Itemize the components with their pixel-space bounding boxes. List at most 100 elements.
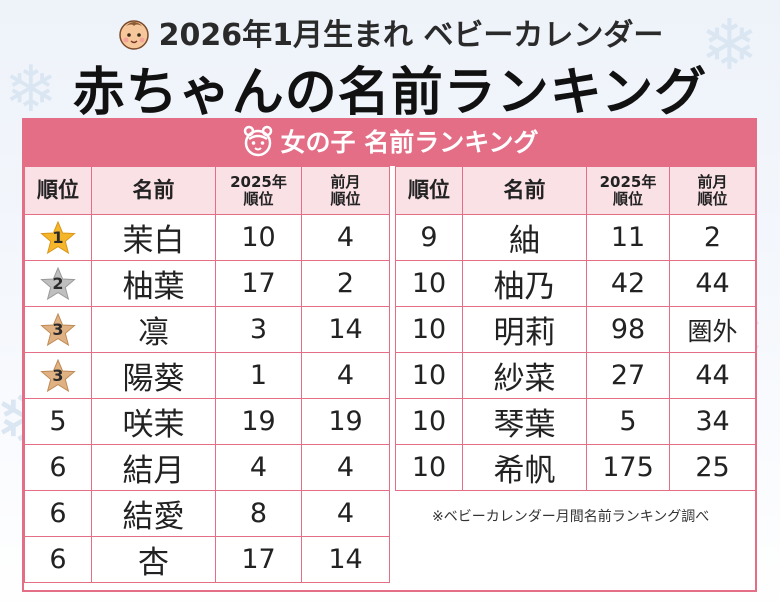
rank-cell: 1 (24, 214, 92, 261)
name-cell: 希帆 (462, 444, 587, 491)
rank-number: 3 (52, 365, 64, 385)
name-cell: 結月 (91, 444, 216, 491)
rank-cell: 3 (24, 352, 92, 399)
rank-2025-cell: 42 (586, 260, 670, 307)
rank-2025-cell: 8 (215, 490, 302, 537)
name-cell: 柚乃 (462, 260, 587, 307)
prev-rank-cell: 4 (301, 352, 390, 399)
col-header-rank-2025-line1: 2025年 (599, 173, 657, 191)
col-header-prev-rank: 前月 順位 (669, 166, 756, 215)
page-subtitle: 2026年1月生まれ ベビーカレンダー (0, 10, 780, 59)
name-cell: 明莉 (462, 306, 587, 353)
col-header-rank: 順位 (395, 166, 463, 215)
rank-cell: 6 (24, 444, 92, 491)
col-header-prev-rank-line1: 前月 (697, 173, 728, 191)
col-header-prev-rank-line2: 順位 (697, 189, 728, 208)
rank-2025-cell: 27 (586, 352, 670, 399)
col-header-rank: 順位 (24, 166, 92, 215)
table-row: 6 結愛 8 4 (24, 490, 390, 537)
name-cell: 茉白 (91, 214, 216, 261)
rank-cell: 6 (24, 536, 92, 583)
prev-rank-cell: 4 (301, 444, 390, 491)
rank-number: 1 (52, 227, 64, 247)
silver-star-badge-icon: 2 (40, 266, 76, 301)
prev-rank-cell: 2 (669, 214, 756, 261)
prev-rank-cell: 圏外 (669, 306, 756, 353)
prev-rank-cell: 14 (301, 536, 390, 583)
table-row: 2 柚葉 17 2 (24, 260, 390, 307)
table-row: 10 紗菜 27 44 (395, 352, 756, 399)
ranking-table-left: 順位 名前 2025年 順位 前月 順位 1 茉白 10 4 (24, 166, 390, 583)
table-row: 3 陽葵 1 4 (24, 352, 390, 399)
rank-number: 3 (52, 319, 64, 339)
rank-2025-cell: 10 (215, 214, 302, 261)
name-cell: 杏 (91, 536, 216, 583)
rank-cell: 6 (24, 490, 92, 537)
name-cell: 琴葉 (462, 398, 587, 445)
name-cell: 紗菜 (462, 352, 587, 399)
col-header-prev-rank-line2: 順位 (330, 189, 361, 208)
rank-2025-cell: 4 (215, 444, 302, 491)
table-row: 10 琴葉 5 34 (395, 398, 756, 445)
prev-rank-cell: 44 (669, 352, 756, 399)
col-header-rank-2025-line1: 2025年 (230, 173, 287, 191)
name-cell: 紬 (462, 214, 587, 261)
col-header-rank-2025: 2025年 順位 (586, 166, 670, 215)
table-row: 5 咲茉 19 19 (24, 398, 390, 445)
table-row: 6 結月 4 4 (24, 444, 390, 491)
rank-cell: 10 (395, 306, 463, 353)
col-header-name: 名前 (91, 166, 216, 215)
col-header-rank-2025-line2: 順位 (243, 189, 274, 208)
ranking-table-right: 順位 名前 2025年 順位 前月 順位 9 紬 11 2 10 柚乃 42 4… (395, 166, 756, 491)
table-row: 6 杏 17 14 (24, 536, 390, 583)
col-header-prev-rank-line1: 前月 (330, 173, 361, 191)
col-header-name: 名前 (462, 166, 587, 215)
gold-star-badge-icon: 1 (40, 220, 76, 255)
name-cell: 咲茉 (91, 398, 216, 445)
baby-face-icon (117, 17, 151, 59)
rank-2025-cell: 17 (215, 536, 302, 583)
name-cell: 陽葵 (91, 352, 216, 399)
name-cell: 凛 (91, 306, 216, 353)
col-header-prev-rank: 前月 順位 (301, 166, 390, 215)
rank-number: 2 (52, 273, 64, 293)
table-row: 10 柚乃 42 44 (395, 260, 756, 307)
prev-rank-cell: 2 (301, 260, 390, 307)
rank-cell: 5 (24, 398, 92, 445)
name-cell: 結愛 (91, 490, 216, 537)
rank-cell: 10 (395, 398, 463, 445)
name-cell: 柚葉 (91, 260, 216, 307)
prev-rank-cell: 25 (669, 444, 756, 491)
rank-cell: 10 (395, 352, 463, 399)
table-row: 3 凛 3 14 (24, 306, 390, 353)
table-row: 10 明莉 98 圏外 (395, 306, 756, 353)
rank-cell: 2 (24, 260, 92, 307)
prev-rank-cell: 14 (301, 306, 390, 353)
rank-2025-cell: 3 (215, 306, 302, 353)
rank-2025-cell: 175 (586, 444, 670, 491)
bronze-star-badge-icon: 3 (40, 358, 76, 393)
subtitle-text: 2026年1月生まれ ベビーカレンダー (158, 18, 664, 53)
bronze-star-badge-icon: 3 (40, 312, 76, 347)
col-header-rank-2025-line2: 順位 (612, 189, 643, 208)
panel-title: 女の子 名前ランキング (280, 128, 539, 157)
rank-2025-cell: 98 (586, 306, 670, 353)
rank-cell: 10 (395, 260, 463, 307)
rank-2025-cell: 5 (586, 398, 670, 445)
rank-cell: 10 (395, 444, 463, 491)
prev-rank-cell: 4 (301, 214, 390, 261)
rank-2025-cell: 17 (215, 260, 302, 307)
col-header-rank-2025: 2025年 順位 (215, 166, 302, 215)
panel-header: 女の子 名前ランキング (24, 120, 755, 166)
prev-rank-cell: 4 (301, 490, 390, 537)
table-row: 1 茉白 10 4 (24, 214, 390, 261)
rank-2025-cell: 1 (215, 352, 302, 399)
rank-cell: 3 (24, 306, 92, 353)
table-header-row: 順位 名前 2025年 順位 前月 順位 (395, 166, 756, 215)
table-row: 10 希帆 175 25 (395, 444, 756, 491)
rank-cell: 9 (395, 214, 463, 261)
table-row: 9 紬 11 2 (395, 214, 756, 261)
rank-2025-cell: 19 (215, 398, 302, 445)
source-note: ※ベビーカレンダー月間名前ランキング調べ (432, 509, 710, 525)
girl-face-icon (241, 125, 275, 172)
